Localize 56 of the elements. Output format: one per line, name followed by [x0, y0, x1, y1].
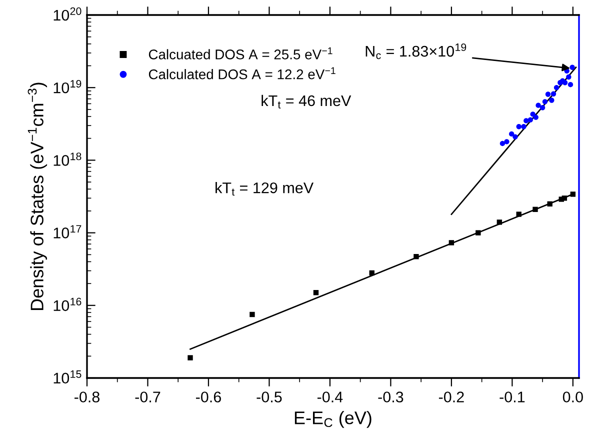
point: [566, 74, 572, 80]
y-tick-label: 10$^{15}$: [54, 370, 82, 384]
legend-label: Calcuated DOS A = 25.5 eV$^{−1}$: [148, 47, 332, 60]
point: [521, 124, 526, 130]
point: [448, 240, 454, 246]
point: [516, 212, 522, 217]
point: [500, 140, 506, 146]
point: [508, 131, 514, 137]
point: [528, 117, 534, 122]
point: [570, 64, 575, 70]
point: [570, 192, 576, 197]
point: [188, 355, 193, 360]
point: [545, 92, 551, 97]
annotation: kT$_{t}$ = 129 meV: [216, 182, 314, 196]
point: [313, 290, 319, 296]
x-axis-title: E-E$_{C}$ (eV): [294, 410, 372, 428]
point: [568, 82, 574, 88]
point: [369, 270, 374, 276]
x-tick-label: -0.5: [256, 392, 282, 402]
x-tick-label: -0.6: [196, 392, 221, 402]
point: [524, 118, 529, 124]
point: [504, 139, 510, 144]
x-tick-label: -0.1: [500, 392, 525, 402]
x-tick-label: -0.4: [317, 392, 343, 402]
point: [530, 112, 536, 117]
annotation: kT$_{t}$ = 46 meV: [262, 94, 352, 108]
x-tick-label: -0.7: [135, 392, 160, 402]
point: [540, 105, 546, 110]
point: [542, 99, 548, 104]
point: [414, 254, 419, 260]
point: [516, 124, 522, 130]
point: [533, 114, 538, 120]
x-tick-label: -0.8: [74, 392, 100, 402]
x-tick-label: -0.3: [378, 392, 404, 402]
y-axis-title: Density of States (eV$^{−1}$cm$^{−3}$): [28, 82, 48, 310]
y-tick-label: 10$^{16}$: [54, 298, 82, 312]
point: [554, 85, 560, 90]
x-tick-label: 0.0: [562, 392, 583, 402]
y-tick-label: 10$^{18}$: [54, 152, 82, 166]
point: [547, 201, 552, 207]
point: [536, 102, 541, 108]
y-tick-label: 10$^{19}$: [54, 80, 82, 94]
y-tick-label: 10$^{20}$: [54, 7, 82, 21]
point: [250, 312, 255, 318]
annotation: N$_{c}$ = 1.83×10$^{19}$: [366, 43, 466, 60]
point: [496, 220, 502, 225]
x-tick-label: -0.2: [438, 392, 464, 402]
y-tick-label: 10$^{17}$: [54, 225, 82, 238]
legend-label: Calculated DOS A = 12.2 eV$^{−1}$: [148, 67, 336, 80]
point: [562, 196, 568, 201]
point: [476, 230, 481, 236]
point: [549, 98, 554, 103]
point: [550, 91, 556, 96]
point: [532, 206, 538, 212]
point: [512, 134, 518, 140]
point: [562, 80, 568, 86]
